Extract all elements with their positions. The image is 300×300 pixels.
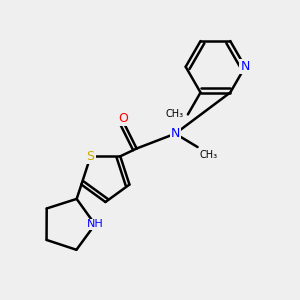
Text: O: O (118, 112, 128, 125)
Text: N: N (171, 127, 180, 140)
Text: CH₃: CH₃ (199, 150, 217, 160)
Text: S: S (87, 150, 94, 163)
Text: N: N (240, 60, 250, 73)
Text: NH: NH (87, 219, 103, 230)
Text: CH₃: CH₃ (165, 110, 183, 119)
